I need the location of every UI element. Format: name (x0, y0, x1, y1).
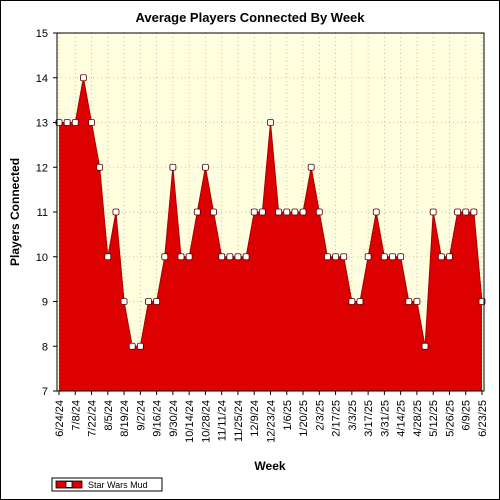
y-tick-label: 9 (42, 297, 48, 309)
x-tick-label: 3/17/25 (363, 400, 375, 437)
x-tick-label: 3/31/25 (379, 400, 391, 437)
data-point (145, 298, 152, 305)
data-point (340, 253, 348, 261)
x-tick-label: 9/30/24 (168, 400, 180, 437)
data-point (429, 208, 437, 216)
y-tick-label: 11 (37, 207, 48, 219)
data-point (275, 208, 283, 216)
data-point (348, 298, 356, 305)
data-point (63, 119, 71, 126)
x-tick-label: 7/8/24 (70, 400, 82, 431)
data-point (356, 298, 364, 305)
x-tick-label: 4/14/25 (396, 400, 408, 437)
data-point (389, 253, 396, 261)
data-point (112, 208, 120, 216)
x-tick-label: 6/9/25 (461, 400, 473, 431)
data-point (185, 253, 193, 261)
x-tick-label: 4/28/25 (412, 400, 424, 437)
legend-marker (65, 481, 73, 488)
data-point (153, 298, 161, 305)
data-point (193, 208, 201, 216)
x-tick-label: 8/19/24 (119, 400, 131, 437)
y-tick-label: 10 (36, 252, 48, 264)
data-point (470, 208, 478, 216)
legend-label: Star Wars Mud (88, 480, 148, 490)
data-point (226, 253, 234, 261)
data-point (128, 342, 136, 350)
series-markers (55, 74, 486, 350)
y-tick-label: 15 (36, 28, 48, 40)
data-point (307, 163, 315, 171)
x-tick-label: 7/22/24 (87, 400, 99, 437)
x-tick-label: 12/23/24 (266, 400, 278, 443)
data-point (120, 298, 128, 305)
x-tick-label: 11/11/24 (217, 400, 229, 441)
data-point (258, 208, 266, 216)
data-point (405, 298, 413, 305)
legend: Star Wars Mud (51, 477, 163, 492)
data-point (242, 253, 250, 261)
x-axis-title: Week (254, 459, 285, 473)
data-point (454, 208, 461, 216)
x-tick-labels: 6/24/24 7/8/24 7/22/24 8/5/24 8/19/24 9/2/24 9… (54, 391, 489, 443)
y-tick-label: 8 (42, 341, 48, 353)
data-point (96, 163, 104, 171)
x-tick-label: 1/20/25 (298, 400, 310, 437)
y-tick-labels: 7 8 9 10 11 12 13 14 15 (36, 28, 57, 398)
data-point (88, 119, 95, 126)
x-tick-label: 10/28/24 (200, 400, 212, 443)
x-tick-label: 2/17/25 (331, 400, 343, 437)
data-point (291, 208, 299, 216)
x-tick-label: 1/6/25 (282, 400, 294, 431)
data-point (169, 163, 177, 171)
chart-title: Average Players Connected By Week (135, 10, 365, 25)
x-tick-label: 9/16/24 (152, 400, 164, 437)
data-point (437, 253, 445, 261)
y-tick-label: 13 (36, 118, 48, 130)
x-tick-label: 3/3/25 (347, 400, 359, 431)
series-area (59, 77, 482, 391)
data-point (283, 208, 291, 216)
data-point (421, 342, 429, 350)
data-point (380, 253, 388, 261)
x-tick-label: 9/2/24 (135, 400, 147, 431)
data-point (218, 253, 226, 261)
data-point (446, 253, 453, 261)
y-tick-label: 12 (36, 162, 48, 174)
data-point (413, 298, 421, 305)
x-tick-label: 8/5/24 (103, 400, 115, 431)
data-point (104, 253, 112, 261)
data-point (71, 119, 79, 126)
y-tick-label: 14 (36, 73, 48, 85)
data-point (202, 163, 209, 171)
data-point (372, 208, 380, 216)
y-axis-title: Players Connected (8, 158, 22, 266)
data-point (397, 253, 405, 261)
x-tick-label: 2/3/25 (314, 400, 326, 431)
data-point (161, 253, 169, 261)
data-point (324, 253, 331, 261)
data-point (462, 208, 470, 216)
data-point (364, 253, 372, 261)
x-tick-label: 10/14/24 (184, 400, 196, 443)
data-point (332, 253, 339, 261)
x-tick-label: 5/26/25 (444, 400, 456, 437)
x-tick-label: 5/12/25 (428, 400, 440, 437)
x-tick-label: 12/9/24 (249, 400, 261, 437)
data-point (136, 342, 144, 350)
data-point (80, 74, 87, 82)
data-point (250, 208, 258, 216)
x-tick-label: 6/23/25 (477, 400, 489, 437)
data-point (234, 253, 242, 261)
data-point (267, 119, 274, 126)
x-tick-label: 11/25/24 (233, 400, 245, 442)
data-point (210, 208, 217, 216)
x-tick-label: 6/24/24 (54, 400, 66, 437)
data-point (315, 208, 323, 216)
y-tick-label: 7 (42, 386, 48, 398)
data-point (177, 253, 185, 261)
data-point (299, 208, 307, 216)
